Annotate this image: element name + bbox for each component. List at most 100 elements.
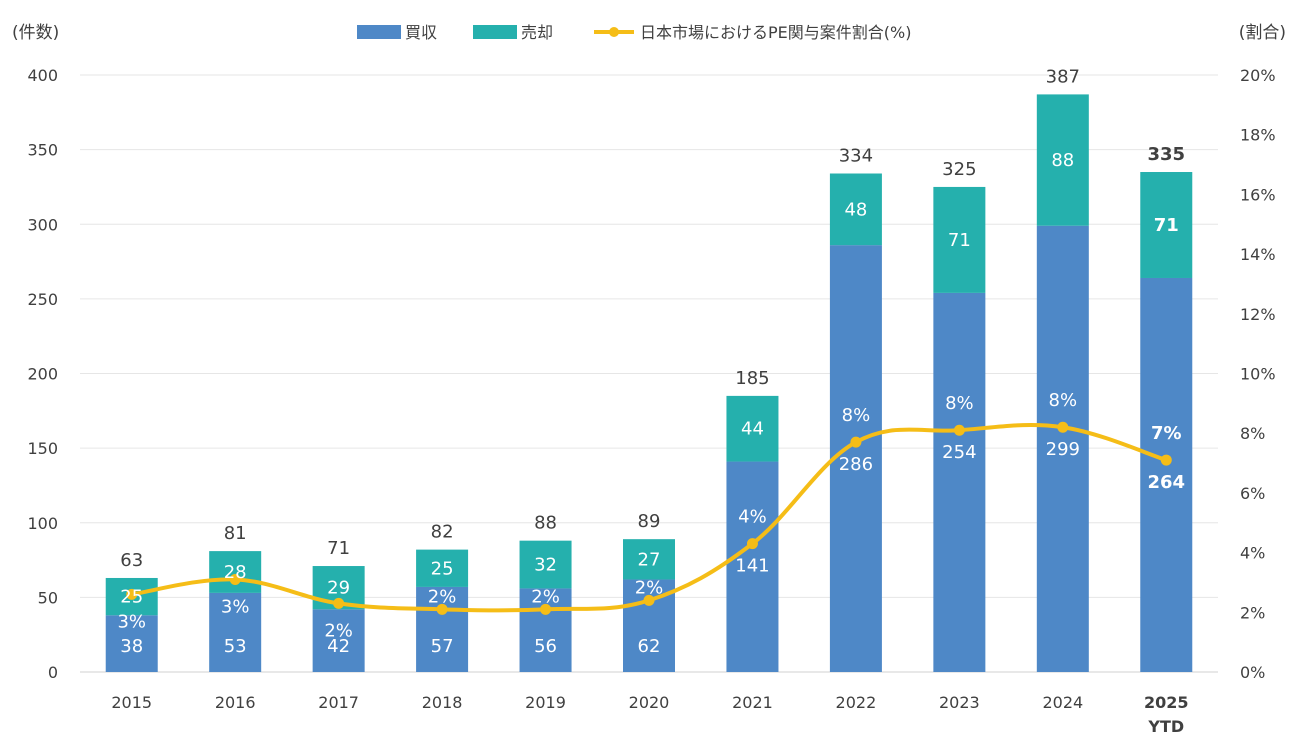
acquisition-value-label: 299 — [1046, 439, 1080, 460]
x-tick-label: 2019 — [525, 693, 566, 712]
pe-share-label: 2% — [531, 586, 560, 607]
pe-share-label: 2% — [635, 577, 664, 598]
left-tick-label: 250 — [27, 290, 58, 309]
pe-share-label: 4% — [738, 507, 767, 528]
legend-swatch-pe-share-marker — [609, 27, 619, 37]
total-label: 81 — [224, 523, 247, 544]
x-tick-label: 2025 — [1144, 693, 1189, 712]
legend-swatch-divestiture — [473, 25, 517, 39]
pe-share-label: 2% — [428, 586, 457, 607]
acquisition-value-label: 286 — [839, 454, 873, 475]
left-tick-label: 50 — [38, 588, 58, 607]
divestiture-value-label: 32 — [534, 555, 557, 576]
divestiture-value-label: 48 — [844, 199, 867, 220]
bar-divestiture — [623, 539, 675, 580]
bar-divestiture — [933, 186, 986, 293]
total-label: 325 — [942, 159, 976, 180]
pe-share-point — [643, 594, 655, 606]
left-tick-label: 100 — [27, 514, 58, 533]
bar-acquisition — [416, 586, 469, 672]
acquisition-value-label: 62 — [638, 636, 661, 657]
acquisition-value-label: 56 — [534, 636, 557, 657]
divestiture-value-label: 71 — [1154, 215, 1179, 236]
divestiture-value-label: 25 — [431, 558, 454, 579]
x-tick-label: 2021 — [732, 693, 773, 712]
left-tick-label: 400 — [27, 66, 58, 85]
bar-acquisition — [209, 592, 262, 672]
bar-acquisition — [1140, 277, 1193, 672]
left-tick-label: 350 — [27, 141, 58, 160]
pe-share-label: 7% — [1151, 423, 1182, 444]
bar-acquisition — [519, 588, 572, 672]
total-label: 71 — [327, 538, 350, 559]
left-axis-ticks: 0 50 100 150 200 250 300 350 400 — [27, 66, 58, 682]
bar-divestiture — [726, 395, 779, 462]
left-axis-label: (件数) — [12, 23, 59, 43]
pe-share-label: 8% — [1049, 390, 1078, 411]
acquisition-value-label: 38 — [120, 636, 143, 657]
pe-share-point — [229, 573, 241, 585]
bar-divestiture — [209, 551, 262, 593]
legend-label-pe-share: 日本市場におけるPE関与案件割合(%) — [640, 23, 911, 42]
x-tick-label: 2017 — [318, 693, 359, 712]
right-tick-label: 2% — [1240, 603, 1265, 622]
total-label: 387 — [1046, 66, 1080, 87]
bar-acquisition — [726, 461, 779, 672]
x-tick-label: 2023 — [939, 693, 980, 712]
x-tick-label: 2015 — [111, 693, 152, 712]
acquisition-value-label: 57 — [431, 636, 454, 657]
pe-share-point — [850, 436, 862, 448]
pe-share-point — [1160, 454, 1172, 466]
pe-share-line — [126, 421, 1172, 615]
total-label: 88 — [534, 513, 557, 534]
acquisition-value-label: 53 — [224, 636, 247, 657]
bar-divestiture — [829, 173, 882, 246]
divestiture-value-label: 71 — [948, 230, 971, 251]
total-label: 335 — [1147, 144, 1185, 165]
pe-share-point — [746, 538, 758, 550]
total-label: 89 — [638, 511, 661, 532]
pe-share-label: 8% — [945, 393, 974, 414]
total-label: 334 — [839, 146, 873, 167]
divestiture-value-label: 27 — [638, 549, 661, 570]
right-axis-label: (割合) — [1239, 23, 1286, 43]
bar-acquisition — [105, 615, 158, 672]
x-tick-label: 2020 — [629, 693, 670, 712]
total-label: 63 — [120, 550, 143, 571]
bars — [105, 94, 1193, 672]
x-tick-label: 2016 — [215, 693, 256, 712]
legend-swatch-acquisition — [357, 25, 401, 39]
divestiture-value-label: 28 — [224, 562, 247, 583]
acquisition-value-label: 254 — [942, 442, 976, 463]
acquisition-value-label: 264 — [1147, 472, 1185, 493]
right-tick-label: 10% — [1240, 365, 1276, 384]
pe-share-label: 2% — [324, 620, 353, 641]
acquisition-value-label: 42 — [327, 636, 350, 657]
divestiture-value-label: 25 — [120, 587, 143, 608]
right-tick-label: 6% — [1240, 484, 1265, 503]
pe-share-point — [540, 603, 552, 615]
divestiture-value-label: 88 — [1051, 150, 1074, 171]
right-tick-label: 12% — [1240, 305, 1276, 324]
data-labels: 6325383%8128533%7129422%8225572%8832562%… — [117, 66, 1185, 657]
left-tick-label: 200 — [27, 365, 58, 384]
pe-share-label: 3% — [117, 611, 146, 632]
left-tick-label: 0 — [48, 663, 58, 682]
right-axis-ticks: 0% 2% 4% 6% 8% 10% 12% 14% 16% 18% 20% — [1240, 66, 1276, 682]
bar-acquisition — [933, 292, 986, 672]
x-axis-ticks: 2015 2016 2017 2018 2019 2020 2021 2022 2023 2024… — [111, 693, 1188, 736]
bar-divestiture — [1140, 172, 1193, 278]
x-tick-label: 2022 — [836, 693, 877, 712]
bar-acquisition — [829, 245, 882, 672]
legend: 買収 売却 日本市場におけるPE関与案件割合(%) — [357, 23, 911, 42]
pe-share-point — [333, 597, 345, 609]
pe-share-label: 3% — [221, 596, 250, 617]
right-tick-label: 8% — [1240, 424, 1265, 443]
left-tick-label: 150 — [27, 439, 58, 458]
left-tick-label: 300 — [27, 215, 58, 234]
bar-divestiture — [416, 549, 469, 587]
x-tick-label: 2024 — [1042, 693, 1083, 712]
total-label: 185 — [735, 368, 769, 389]
x-tick-label: 2018 — [422, 693, 463, 712]
